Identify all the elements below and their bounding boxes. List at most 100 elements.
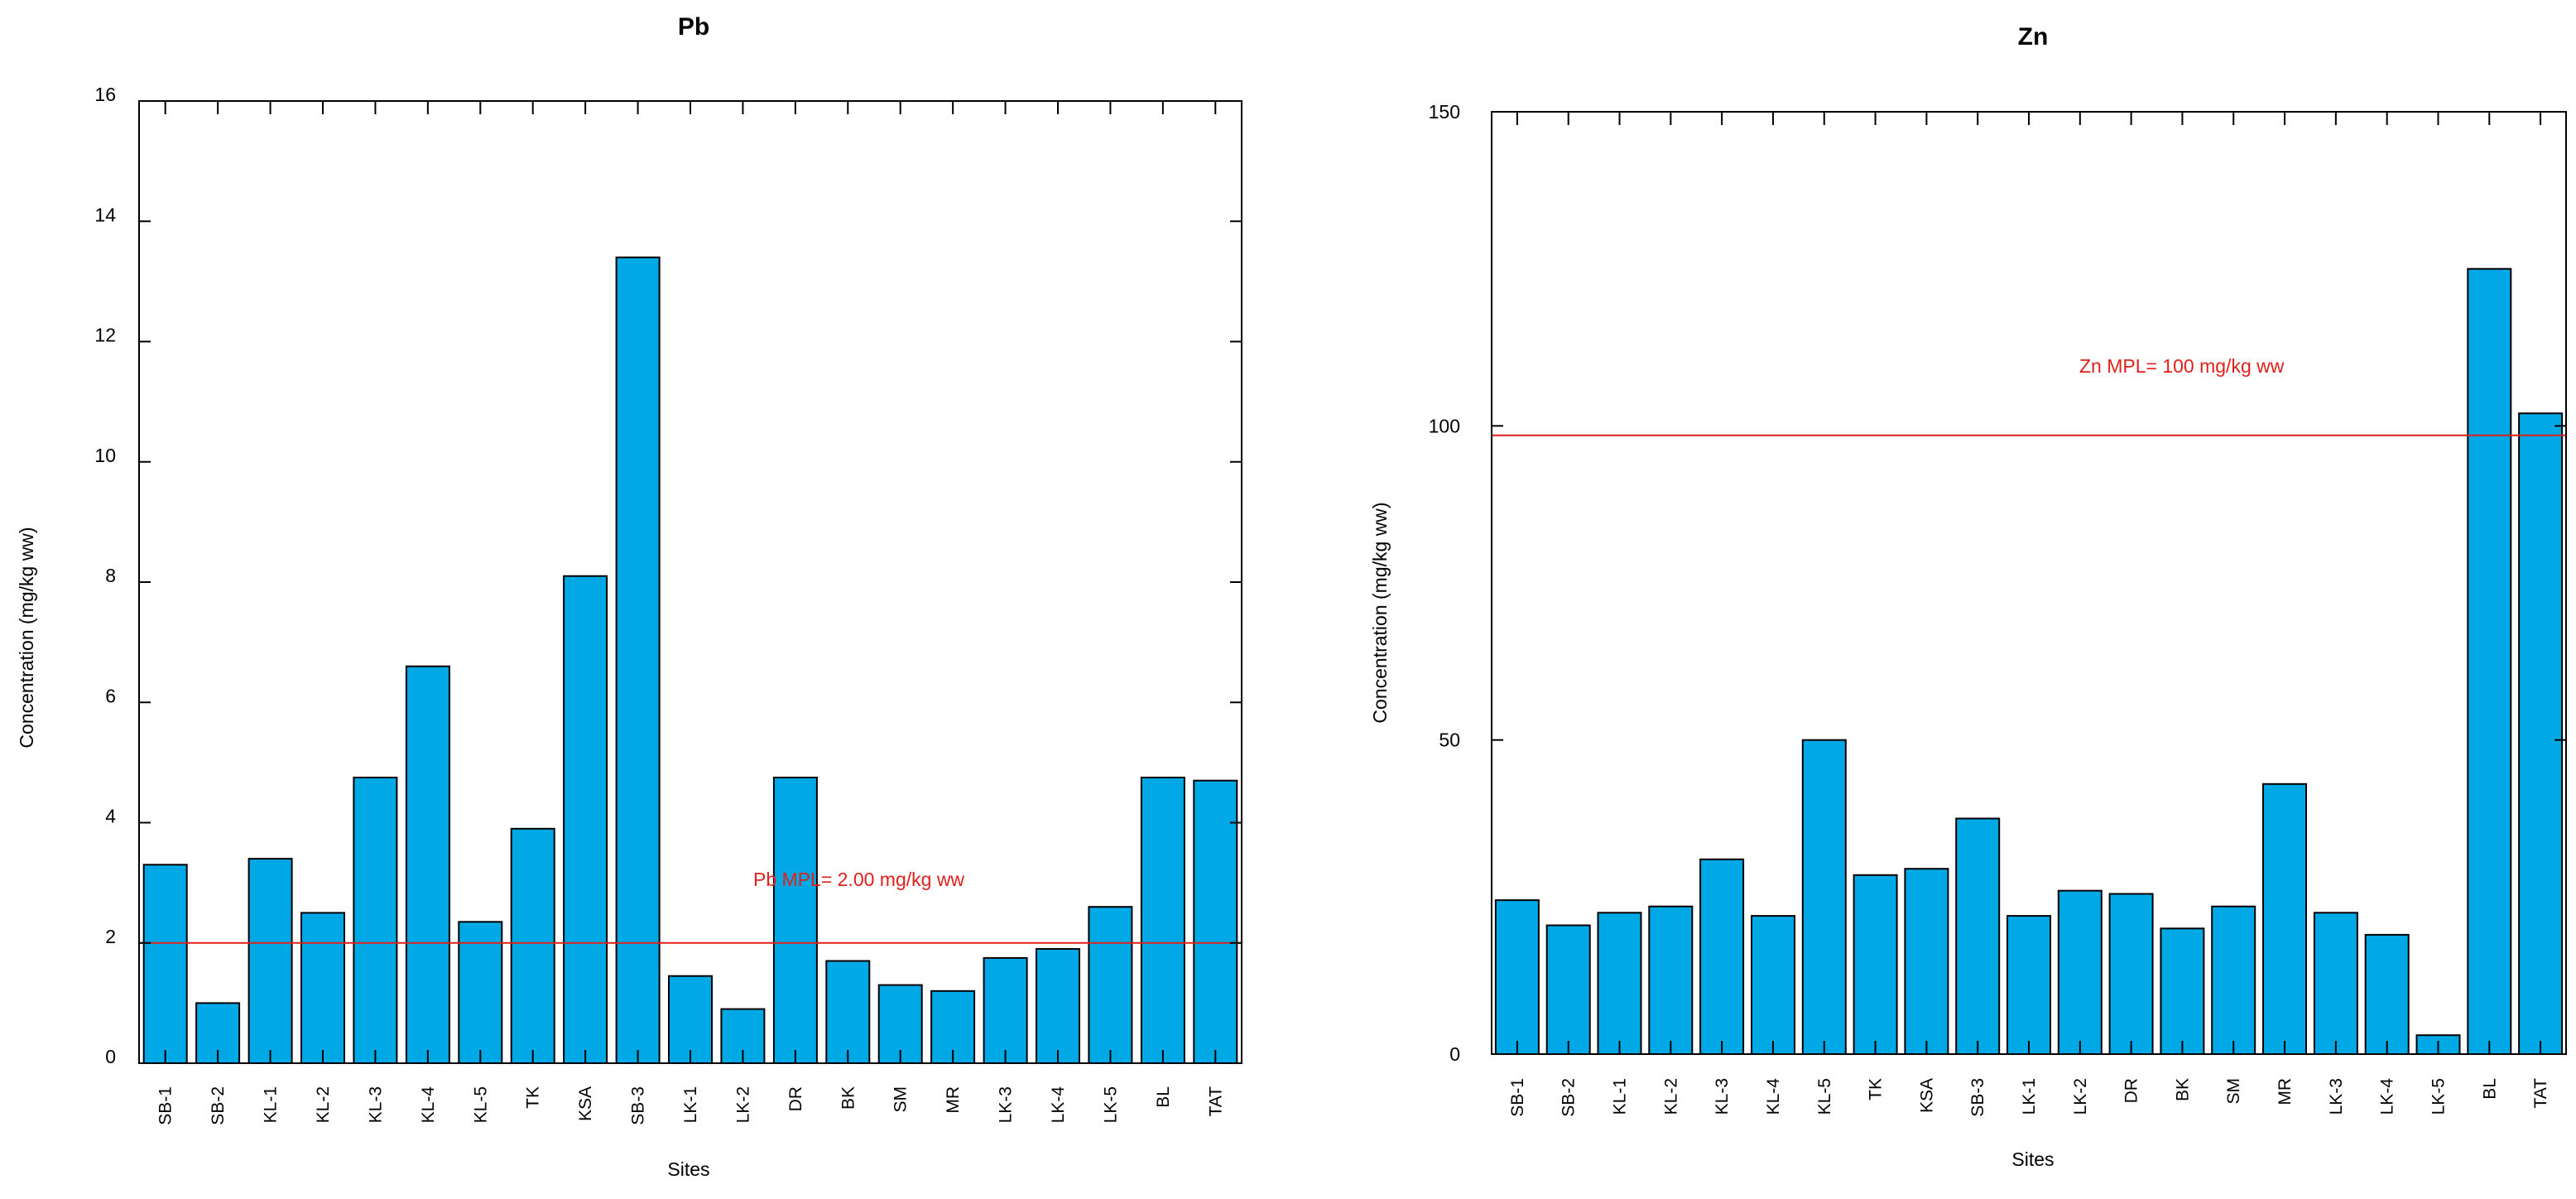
pb-bar-kl-1 — [248, 858, 293, 1064]
zn-bar-sb-2 — [1545, 924, 1591, 1055]
zn-bar-lk-4 — [2364, 933, 2410, 1056]
pb-x-tick-label: KL-5 — [471, 1086, 490, 1123]
zn-x-tick-label: KL-3 — [1713, 1078, 1732, 1115]
pb-x-tick-label: SB-3 — [629, 1086, 648, 1125]
zn-x-tick-label: KL-1 — [1611, 1078, 1630, 1115]
pb-x-tick-label: BL — [1154, 1086, 1173, 1108]
zn-x-tick-label: SB-2 — [1560, 1078, 1579, 1117]
pb-y-tick-label: 4 — [105, 806, 116, 827]
pb-bars — [142, 256, 1238, 1065]
pb-y-tick-label: 8 — [105, 565, 116, 586]
zn-x-tick-label: SM — [2224, 1078, 2243, 1105]
pb-mpl-label: Pb MPL= 2.00 mg/kg ww — [753, 869, 964, 890]
zn-bars — [1494, 267, 2564, 1056]
zn-bar-sm — [2211, 905, 2256, 1055]
pb-y-tick-label: 14 — [94, 204, 116, 225]
pb-y-tick-label: 12 — [94, 325, 116, 346]
pb-bar-sb-1 — [142, 864, 188, 1065]
pb-y-tick-label: 0 — [105, 1046, 116, 1067]
pb-x-tick-label: KL-1 — [262, 1086, 281, 1123]
pb-x-tick-label: LK-1 — [681, 1086, 700, 1123]
pb-bar-bk — [825, 960, 871, 1064]
pb-bar-tat — [1193, 779, 1238, 1064]
zn-x-tick-label: LK-2 — [2071, 1078, 2090, 1115]
pb-x-tick-label: TAT — [1206, 1086, 1225, 1117]
zn-x-tick-label: SB-3 — [1968, 1078, 1987, 1117]
zn-bar-lk-3 — [2313, 912, 2358, 1056]
zn-chart-title: Zn — [2018, 23, 2049, 51]
zn-bar-tat — [2518, 412, 2564, 1055]
zn-x-axis-label: Sites — [2011, 1148, 2054, 1170]
pb-bar-lk-4 — [1036, 948, 1080, 1064]
pb-x-ticks: SB-1 SB-2 KL-1 KL-2 KL-3 KL-4 KL-5 TK KSA SB-3 LK-… — [156, 101, 1225, 1125]
pb-x-tick-label: KSA — [576, 1086, 595, 1121]
zn-x-tick-label: KL-5 — [1815, 1078, 1834, 1115]
zn-x-tick-label: TAT — [2531, 1078, 2550, 1109]
zn-bar-kl-5 — [1801, 739, 1847, 1055]
zn-x-tick-label: LK-5 — [2429, 1078, 2448, 1115]
pb-x-tick-label: MR — [944, 1086, 963, 1114]
zn-x-tick-label: KL-4 — [1764, 1078, 1783, 1115]
zn-bar-kl-4 — [1751, 915, 1795, 1055]
pb-x-tick-label: SB-1 — [156, 1086, 175, 1125]
pb-bar-bl — [1140, 777, 1185, 1064]
zn-bar-dr — [2108, 893, 2154, 1055]
zn-bar-kl-1 — [1597, 912, 1642, 1056]
zn-bar-bl — [2467, 267, 2512, 1055]
zn-bar-bk — [2160, 927, 2205, 1056]
zn-x-tick-label: LK-4 — [2378, 1078, 2397, 1115]
pb-y-tick-label: 10 — [94, 445, 116, 466]
zn-bar-ksa — [1904, 868, 1949, 1055]
zn-bar-sb-3 — [1955, 817, 2001, 1055]
pb-x-tick-label: TK — [524, 1086, 543, 1109]
pb-x-tick-label: SM — [892, 1086, 911, 1113]
pb-mpl-reference: Pb MPL= 2.00 mg/kg ww — [139, 869, 1242, 944]
pb-x-tick-label: KL-4 — [419, 1086, 438, 1124]
zn-x-ticks: SB-1 SB-2 KL-1 KL-2 KL-3 KL-4 KL-5 TK KSA SB-3 LK-… — [1508, 112, 2550, 1117]
zn-mpl-reference: Zn MPL= 100 mg/kg ww — [1492, 355, 2566, 436]
zn-chart: Zn Concentration (mg/kg ww) Sites Zn MPL… — [1369, 23, 2567, 1170]
zn-x-tick-label: TK — [1867, 1078, 1886, 1100]
zn-y-tick-label: 150 — [1429, 101, 1460, 123]
pb-bar-kl-4 — [405, 665, 450, 1064]
pb-bar-kl-2 — [300, 912, 345, 1065]
pb-x-tick-label: LK-2 — [733, 1086, 752, 1123]
pb-x-tick-label: DR — [786, 1086, 805, 1111]
zn-y-ticks: 0 50 100 150 — [1429, 101, 2566, 1065]
zn-bar-lk-2 — [2057, 889, 2103, 1055]
zn-x-tick-label: BL — [2480, 1078, 2499, 1100]
pb-x-tick-label: LK-3 — [997, 1086, 1016, 1123]
zn-bar-sb-1 — [1494, 899, 1540, 1055]
zn-x-tick-label: KSA — [1917, 1078, 1936, 1113]
pb-bar-tk — [510, 827, 555, 1064]
pb-bar-ksa — [563, 575, 608, 1064]
pb-bar-lk-3 — [983, 956, 1028, 1065]
pb-y-axis-label: Concentration (mg/kg ww) — [16, 527, 37, 748]
zn-x-tick-label: KL-2 — [1661, 1078, 1680, 1115]
zn-x-tick-label: LK-3 — [2327, 1078, 2346, 1115]
zn-bar-kl-2 — [1648, 905, 1694, 1055]
zn-x-tick-label: DR — [2122, 1078, 2141, 1103]
pb-x-axis-label: Sites — [667, 1158, 709, 1180]
zn-bar-mr — [2262, 782, 2307, 1055]
pb-bar-kl-3 — [353, 777, 398, 1064]
zn-x-tick-label: MR — [2276, 1078, 2295, 1105]
pb-chart: Pb Concentration (mg/kg ww) Sites Pb MPL… — [16, 13, 1242, 1180]
zn-bar-tk — [1853, 874, 1898, 1056]
zn-bar-lk-1 — [2006, 915, 2051, 1055]
zn-y-tick-label: 0 — [1449, 1043, 1460, 1065]
pb-bar-dr — [772, 777, 818, 1064]
pb-y-ticks: 0 2 4 6 8 10 12 14 16 — [94, 84, 1242, 1067]
pb-bar-lk-1 — [668, 975, 713, 1064]
pb-bar-lk-5 — [1088, 906, 1133, 1064]
zn-x-tick-label: BK — [2173, 1078, 2192, 1101]
pb-x-tick-label: KL-2 — [314, 1086, 333, 1123]
zn-y-axis-label: Concentration (mg/kg ww) — [1369, 502, 1391, 723]
pb-x-tick-label: LK-5 — [1101, 1086, 1120, 1123]
pb-chart-title: Pb — [678, 13, 709, 41]
pb-bar-sb-3 — [615, 256, 661, 1064]
zn-x-tick-label: LK-1 — [2020, 1078, 2039, 1115]
pb-y-tick-label: 16 — [94, 84, 116, 105]
